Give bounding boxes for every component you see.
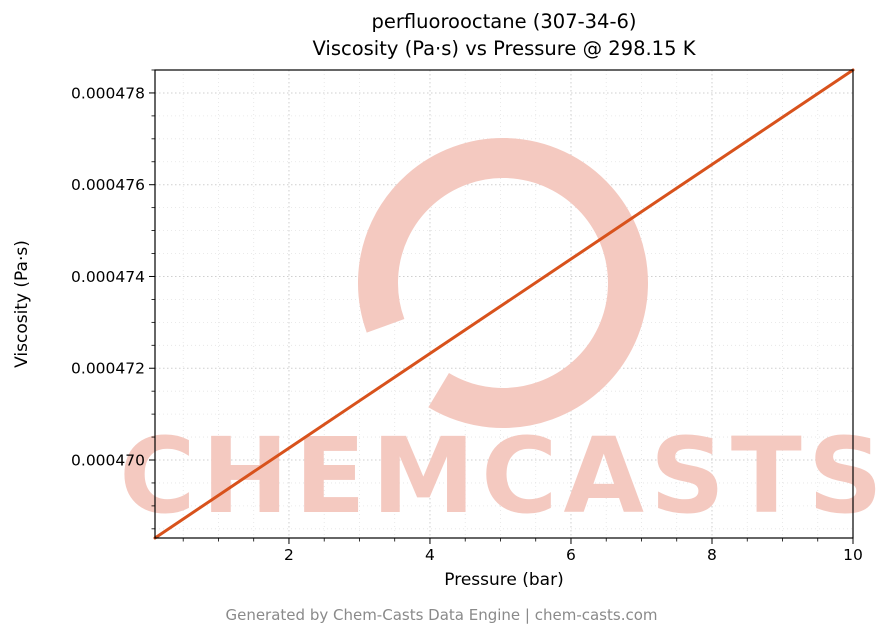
footer-caption: Generated by Chem-Casts Data Engine | ch… — [225, 606, 658, 624]
data-series — [153, 68, 855, 540]
watermark-text: CHEMCASTS — [119, 415, 883, 537]
x-tick-label: 6 — [566, 546, 576, 564]
x-tick-label: 2 — [284, 546, 294, 564]
watermark: CHEMCASTS — [119, 138, 883, 537]
x-axis-label: Pressure (bar) — [444, 570, 564, 590]
y-tick-label: 0.000476 — [71, 176, 145, 194]
x-tick-label: 4 — [425, 546, 435, 564]
chart-title: perfluorooctane (307-34-6) Viscosity (Pa… — [155, 8, 853, 62]
y-tick-label: 0.000470 — [71, 452, 145, 470]
y-tick-label: 0.000474 — [71, 268, 145, 286]
series-line-viscosity — [153, 68, 855, 540]
chart-title-line2: Viscosity (Pa·s) vs Pressure @ 298.15 K — [312, 37, 696, 60]
x-tick-label: 10 — [843, 546, 863, 564]
axes-frame: 2 4 6 8 10 0.000470 0.000472 0.000474 0.000476 0.… — [71, 69, 863, 564]
chart-title-line1: perfluorooctane (307-34-6) — [371, 10, 637, 33]
y-tick-label: 0.000478 — [71, 84, 145, 102]
watermark-logo-ring — [358, 138, 648, 428]
x-tick-label: 8 — [707, 546, 717, 564]
y-tick-label: 0.000472 — [71, 360, 145, 378]
